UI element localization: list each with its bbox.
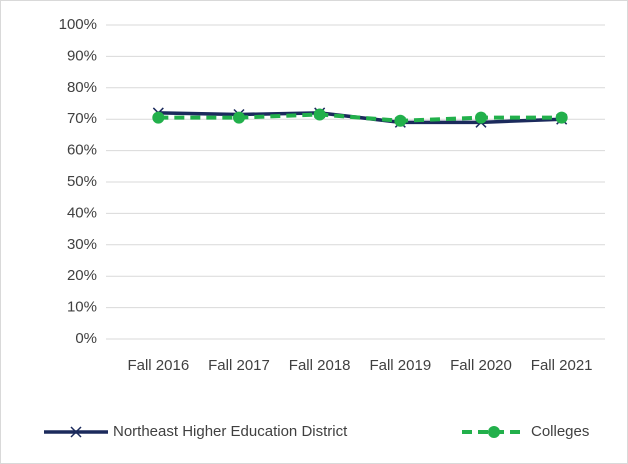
y-tick-label: 60% <box>67 142 97 159</box>
x-tick-label: Fall 2018 <box>289 357 351 374</box>
legend-marker <box>70 426 82 438</box>
point-marker <box>475 111 487 124</box>
series-line <box>158 112 562 123</box>
legend-label: Colleges <box>531 423 589 440</box>
x-tick-label: Fall 2019 <box>369 357 431 374</box>
point-marker <box>233 111 245 124</box>
x-tick-label: Fall 2020 <box>450 357 512 374</box>
y-tick-label: 50% <box>67 173 97 190</box>
y-tick-label: 30% <box>67 236 97 253</box>
y-tick-label: 70% <box>67 110 97 127</box>
x-tick-label: Fall 2017 <box>208 357 270 374</box>
point-marker <box>152 111 165 124</box>
y-tick-label: 20% <box>67 267 97 284</box>
y-tick-label: 80% <box>67 79 97 96</box>
y-tick-label: 40% <box>67 204 97 221</box>
y-tick-label: 100% <box>59 16 97 33</box>
x-tick-label: Fall 2016 <box>127 357 189 374</box>
y-tick-label: 90% <box>67 47 97 64</box>
x-tick-label: Fall 2021 <box>531 357 593 374</box>
y-tick-label: 0% <box>75 330 97 347</box>
legend-marker <box>488 426 500 438</box>
point-marker <box>555 111 568 124</box>
point-marker <box>313 108 326 121</box>
y-tick-label: 10% <box>67 299 97 316</box>
point-marker <box>394 114 407 127</box>
legend-label: Northeast Higher Education District <box>113 423 348 440</box>
